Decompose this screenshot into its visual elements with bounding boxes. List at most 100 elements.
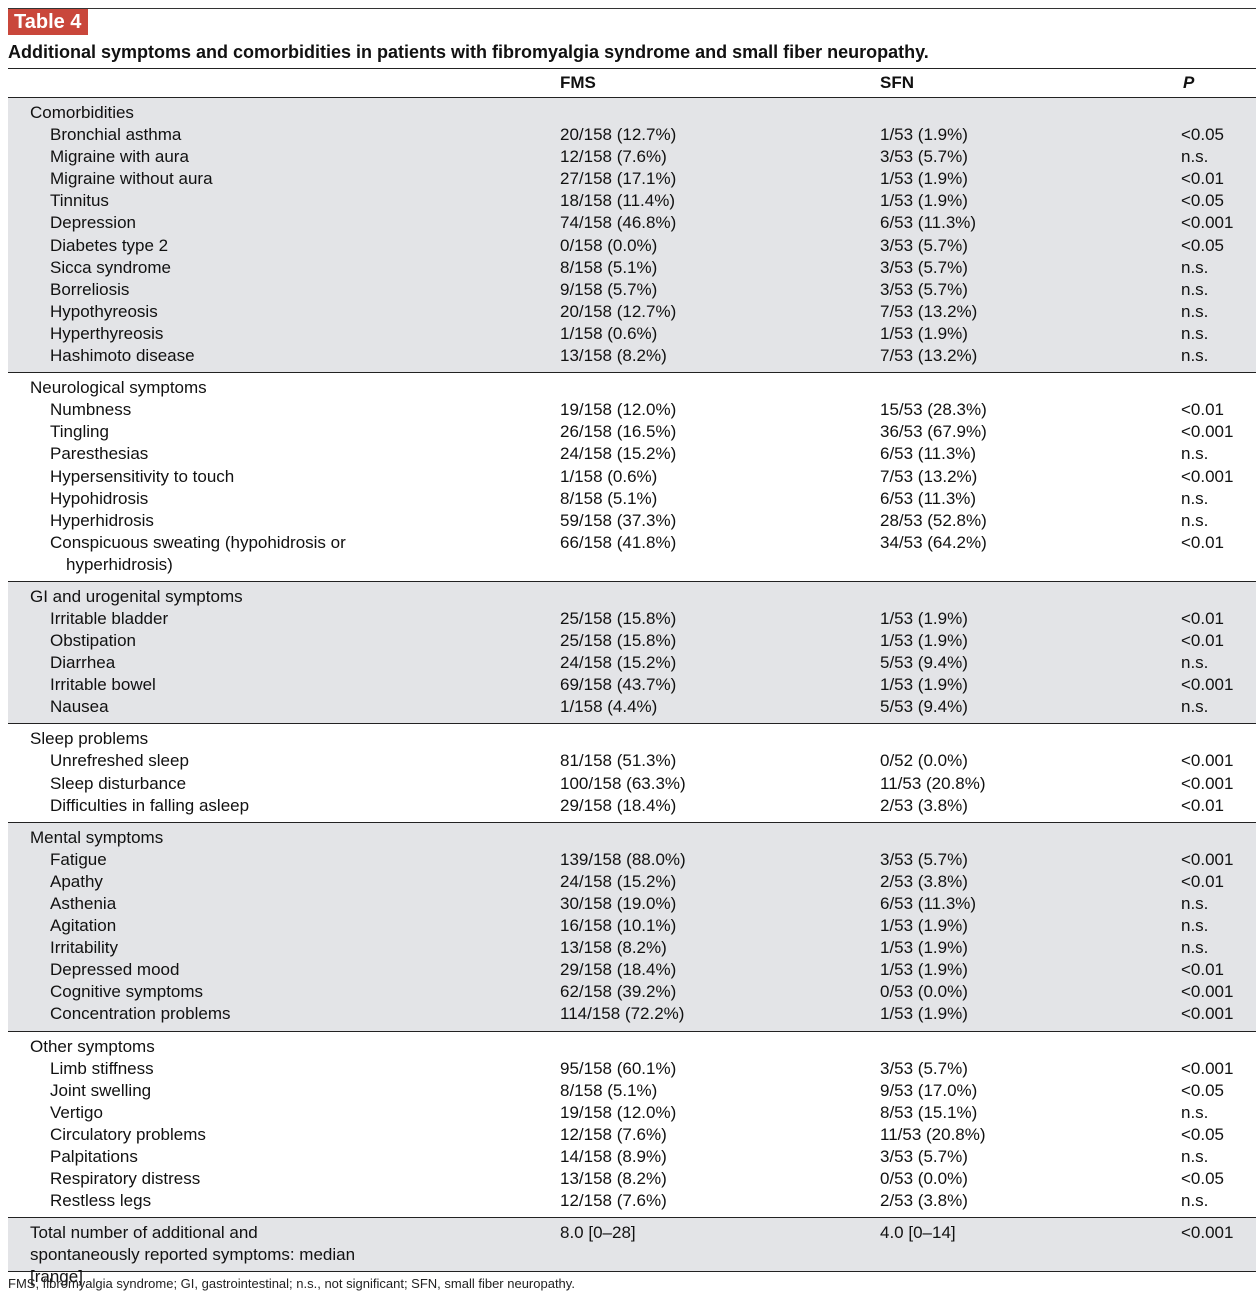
row-label-line: Sleep disturbance <box>50 773 187 793</box>
row-label: Agitation <box>50 915 116 937</box>
header-sfn: SFN <box>880 73 914 92</box>
row-label-line: Irritable bladder <box>50 608 169 628</box>
cell-p: n.s. <box>1181 279 1209 299</box>
table-row: Bronchial asthma 20/158 (12.7%) 1/53 (1.9%… <box>8 124 1256 146</box>
row-label-line: Obstipation <box>50 630 136 650</box>
row-label-line: Conspicuous sweating (hypohidrosis or <box>50 532 346 552</box>
section-rule <box>8 1030 1256 1032</box>
cell-p: <0.05 <box>1181 235 1225 255</box>
cell-sfn: 1/53 (1.9%) <box>880 169 968 189</box>
cell-p: <0.01 <box>1181 400 1225 420</box>
cell-sfn: 0/52 (0.0%) <box>880 751 968 771</box>
row-label: Limb stiffness <box>50 1058 154 1080</box>
cell-fms: 1/158 (4.4%) <box>560 697 658 717</box>
cell-sfn: 6/53 (11.3%) <box>880 444 977 464</box>
cell-sfn: 1/53 (1.9%) <box>880 960 968 980</box>
row-label: Tinnitus <box>50 190 109 212</box>
row-label-line: Irritable bowel <box>50 675 156 695</box>
row-label: Migraine without aura <box>50 168 213 190</box>
cell-p: <0.05 <box>1181 191 1225 211</box>
row-label-line: Circulatory problems <box>50 1124 206 1144</box>
cell-fms: 14/158 (8.9%) <box>560 1147 667 1167</box>
row-label-line: Migraine with aura <box>50 147 189 167</box>
table-row: Sleep disturbance 100/158 (63.3%) 11/53 (2… <box>8 773 1256 795</box>
cell-fms: 19/158 (12.0%) <box>560 1102 677 1122</box>
cell-sfn: 28/53 (52.8%) <box>880 510 987 530</box>
cell-sfn: 1/53 (1.9%) <box>880 608 968 628</box>
cell-fms: 24/158 (15.2%) <box>560 444 677 464</box>
table-footnote: FMS, fibromyalgia syndrome; GI, gastroin… <box>8 1276 575 1291</box>
table-row: Hypersensitivity to touch 1/158 (0.6%) 7/5… <box>8 466 1256 488</box>
cell-p: <0.001 <box>1181 1058 1234 1078</box>
row-label-line: Tingling <box>50 422 109 442</box>
cell-fms: 69/158 (43.7%) <box>560 675 677 695</box>
table-row: Hypohidrosis 8/158 (5.1%) 6/53 (11.3%) n.s. <box>8 488 1256 510</box>
section-rule <box>8 580 1256 582</box>
table-row: Circulatory problems 12/158 (7.6%) 11/53 (… <box>8 1124 1256 1146</box>
table-row: Migraine with aura 12/158 (7.6%) 3/53 (5.7… <box>8 146 1256 168</box>
cell-p: <0.001 <box>1181 751 1234 771</box>
row-label-line: Hypersensitivity to touch <box>50 466 235 486</box>
table-row: Depressed mood 29/158 (18.4%) 1/53 (1.9%) <… <box>8 959 1256 981</box>
cell-fms: 81/158 (51.3%) <box>560 751 677 771</box>
table-row: Nausea 1/158 (4.4%) 5/53 (9.4%) n.s. <box>8 696 1256 718</box>
row-label-line: Tinnitus <box>50 191 109 211</box>
cell-fms: 20/158 (12.7%) <box>560 301 677 321</box>
row-label: Depression <box>50 212 136 234</box>
cell-sfn: 3/53 (5.7%) <box>880 147 968 167</box>
table-row: Unrefreshed sleep 81/158 (51.3%) 0/52 (0.0… <box>8 750 1256 772</box>
row-label-line: Restless legs <box>50 1191 152 1211</box>
section-title: Other symptoms <box>30 1036 155 1056</box>
total-sfn: 4.0 [0–14] <box>880 1223 956 1243</box>
table-row: Irritable bladder 25/158 (15.8%) 1/53 (1.9… <box>8 608 1256 630</box>
row-label: Hypothyreosis <box>50 301 158 323</box>
cell-sfn: 7/53 (13.2%) <box>880 466 978 486</box>
cell-sfn: 0/53 (0.0%) <box>880 1169 968 1189</box>
row-label-line: Unrefreshed sleep <box>50 751 189 771</box>
table-row: Hashimoto disease 13/158 (8.2%) 7/53 (13.2… <box>8 345 1256 367</box>
cell-sfn: 34/53 (64.2%) <box>880 532 987 552</box>
table-row: Limb stiffness 95/158 (60.1%) 3/53 (5.7%) <… <box>8 1058 1256 1080</box>
row-label-line: Hypothyreosis <box>50 301 158 321</box>
cell-fms: 24/158 (15.2%) <box>560 653 677 673</box>
cell-sfn: 5/53 (9.4%) <box>880 697 968 717</box>
row-label: Restless legs <box>50 1190 151 1212</box>
table-row: Migraine without aura 27/158 (17.1%) 1/53 … <box>8 168 1256 190</box>
cell-fms: 0/158 (0.0%) <box>560 235 658 255</box>
row-label: Unrefreshed sleep <box>50 750 189 772</box>
cell-sfn: 3/53 (5.7%) <box>880 849 968 869</box>
table-row: Sicca syndrome 8/158 (5.1%) 3/53 (5.7%) n.s… <box>8 257 1256 279</box>
table-row: Hyperhidrosis 59/158 (37.3%) 28/53 (52.8%)… <box>8 510 1256 532</box>
section-title: Neurological symptoms <box>30 378 207 398</box>
table-row: Hypothyreosis 20/158 (12.7%) 7/53 (13.2%) n… <box>8 301 1256 323</box>
cell-sfn: 1/53 (1.9%) <box>880 938 968 958</box>
table-caption: Additional symptoms and comorbidities in… <box>8 42 929 62</box>
row-label: Conspicuous sweating (hypohidrosis or hyp… <box>50 532 346 576</box>
cell-p: <0.001 <box>1181 982 1234 1002</box>
table-row: Hyperthyreosis 1/158 (0.6%) 1/53 (1.9%) n.s… <box>8 323 1256 345</box>
cell-fms: 20/158 (12.7%) <box>560 125 677 145</box>
cell-fms: 16/158 (10.1%) <box>560 916 677 936</box>
table-row: Diarrhea 24/158 (15.2%) 5/53 (9.4%) n.s. <box>8 652 1256 674</box>
row-label-line: Diabetes type 2 <box>50 235 169 255</box>
row-label-line: Paresthesias <box>50 444 149 464</box>
row-label-line: Fatigue <box>50 849 107 869</box>
cell-sfn: 1/53 (1.9%) <box>880 191 968 211</box>
cell-fms: 27/158 (17.1%) <box>560 169 677 189</box>
cell-p: <0.001 <box>1181 1004 1234 1024</box>
row-label-line: Hashimoto disease <box>50 346 195 366</box>
row-label: Asthenia <box>50 893 116 915</box>
section-title-row: Mental symptoms <box>8 827 1256 849</box>
table-row: Joint swelling 8/158 (5.1%) 9/53 (17.0%) <0… <box>8 1080 1256 1102</box>
cell-fms: 8/158 (5.1%) <box>560 257 658 277</box>
cell-fms: 13/158 (8.2%) <box>560 346 667 366</box>
table-row: Conspicuous sweating (hypohidrosis or hyp… <box>8 532 1256 576</box>
cell-p: n.s. <box>1181 147 1209 167</box>
data-table: FMS SFN P Comorbidities Bronchial asthma 2… <box>8 68 1256 1286</box>
row-label: Fatigue <box>50 849 107 871</box>
cell-fms: 8/158 (5.1%) <box>560 488 658 508</box>
table-row: Difficulties in falling asleep 29/158 (18… <box>8 795 1256 817</box>
row-label: Hashimoto disease <box>50 345 195 367</box>
row-label-line: Cognitive symptoms <box>50 982 204 1002</box>
cell-fms: 19/158 (12.0%) <box>560 400 677 420</box>
